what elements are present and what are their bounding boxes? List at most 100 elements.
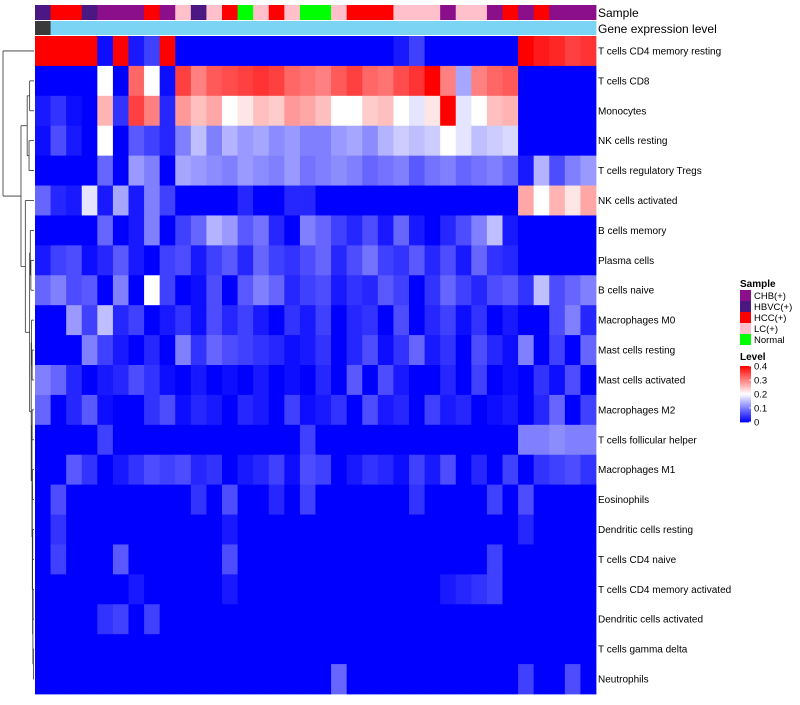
heatmap-cell (549, 365, 566, 396)
heatmap-cell (533, 95, 550, 127)
heatmap-cell (502, 36, 519, 67)
heatmap-cell (97, 305, 114, 336)
heatmap-cell (97, 544, 114, 575)
heatmap-cell (222, 125, 238, 157)
sample-legend-swatch-lc (740, 323, 751, 334)
row-label-macrophages-m1: Macrophages M1 (598, 465, 676, 476)
heatmap-cell (471, 36, 488, 67)
heatmap-cell (533, 424, 550, 456)
heatmap-cell (128, 394, 145, 426)
heatmap-cell (253, 155, 270, 186)
heatmap-cell (50, 65, 67, 97)
heatmap-cell (409, 604, 425, 635)
heatmap-cell (549, 394, 566, 426)
heatmap-cell (377, 634, 394, 665)
sample-legend-label-hcc: HCC(+) (754, 313, 786, 324)
heatmap-cell (346, 125, 363, 157)
heatmap-cell (50, 604, 67, 635)
heatmap-cell (564, 604, 581, 635)
heatmap-cell (518, 155, 535, 186)
sample-legend-label-normal: Normal (754, 335, 785, 346)
heatmap-cell (549, 634, 566, 665)
heatmap-cell (424, 604, 441, 635)
heatmap-cell (455, 95, 472, 127)
heatmap-cell (440, 424, 457, 456)
row-label-monocytes: Monocytes (598, 106, 646, 117)
heatmap-cell (362, 155, 379, 186)
heatmap-cell (284, 65, 301, 97)
heatmap-cell (97, 245, 114, 276)
heatmap-cell (35, 604, 51, 635)
heatmap-cell (81, 514, 98, 545)
heatmap-cell (471, 574, 488, 605)
level-legend-gradient-step (740, 409, 751, 412)
heatmap-cell (424, 424, 441, 456)
heatmap-cell (580, 634, 597, 665)
row-label-nk-cells-activated: NK cells activated (598, 196, 677, 207)
heatmap-cell (455, 65, 472, 97)
heatmap-cell (35, 365, 51, 396)
heatmap-cell (144, 574, 161, 605)
heatmap-cell (50, 365, 67, 396)
expression-annotation-cell (362, 21, 379, 35)
heatmap-cell (315, 514, 332, 545)
row-label-plasma-cells: Plasma cells (598, 256, 654, 267)
heatmap-cell (393, 275, 410, 306)
heatmap-cell (144, 305, 161, 336)
heatmap-cell (222, 424, 238, 456)
row-label-dendritic-cells-activated: Dendritic cells activated (598, 615, 703, 626)
sample-annotation-cell (50, 5, 67, 20)
heatmap-cell (440, 65, 457, 97)
heatmap-cell (253, 95, 270, 127)
heatmap-cell (377, 36, 394, 67)
heatmap-cell (533, 245, 550, 276)
heatmap-cell (502, 125, 519, 157)
heatmap-cell (97, 215, 114, 246)
heatmap-cell (346, 275, 363, 306)
row-label-mast-cells-resting: Mast cells resting (598, 346, 675, 357)
heatmap-cell (268, 424, 285, 456)
heatmap-cell (206, 544, 223, 575)
heatmap-cell (284, 155, 301, 186)
heatmap-cell (455, 544, 472, 575)
heatmap-cell (112, 245, 129, 276)
heatmap-cell (424, 544, 441, 575)
heatmap-cell (66, 514, 83, 545)
heatmap-cell (549, 275, 566, 306)
heatmap-cell (35, 275, 51, 306)
heatmap-cell (424, 95, 441, 127)
heatmap-cell (331, 365, 348, 396)
heatmap-cell (580, 245, 597, 276)
heatmap-cell (377, 394, 394, 426)
heatmap-cell (518, 394, 535, 426)
heatmap-cell (299, 484, 316, 515)
level-legend-gradient-step (740, 419, 751, 421)
heatmap-cell (128, 245, 145, 276)
heatmap-cell (486, 634, 503, 665)
heatmap-cell (518, 454, 535, 486)
heatmap-cell (97, 125, 114, 157)
heatmap-cell (222, 664, 238, 695)
level-legend-gradient-step (740, 384, 751, 386)
heatmap-cell (518, 185, 535, 216)
heatmap-cell (190, 424, 207, 456)
heatmap-cell (253, 574, 270, 605)
heatmap-cell (144, 36, 161, 67)
heatmap-cell (144, 424, 161, 456)
expression-annotation-cell (533, 21, 550, 35)
heatmap-cell (409, 155, 425, 186)
heatmap-cell (315, 245, 332, 276)
heatmap-cell (362, 185, 379, 216)
heatmap-cell (206, 604, 223, 635)
level-legend-gradient-step (740, 408, 751, 410)
heatmap-cell (97, 365, 114, 396)
heatmap-cell (346, 95, 363, 127)
heatmap-cell (159, 36, 176, 67)
heatmap-cell (112, 394, 129, 426)
heatmap-cell (315, 305, 332, 336)
heatmap-cell (564, 155, 581, 186)
heatmap-cell (362, 305, 379, 336)
heatmap-cell (81, 484, 98, 515)
heatmap-cell (564, 125, 581, 157)
heatmap-cell (222, 394, 238, 426)
